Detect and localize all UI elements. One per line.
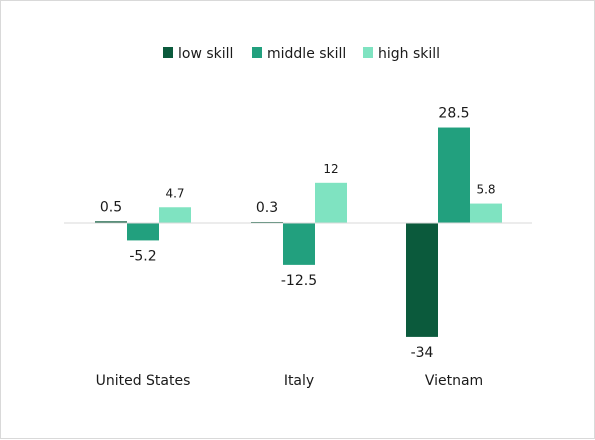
legend-swatch-middle-skill bbox=[252, 47, 262, 58]
bar bbox=[470, 203, 502, 223]
legend-label: low skill bbox=[178, 46, 233, 62]
data-label: -34 bbox=[411, 345, 434, 361]
legend-label: high skill bbox=[378, 46, 440, 62]
data-label: 5.8 bbox=[476, 183, 495, 197]
data-label: 0.3 bbox=[256, 200, 278, 216]
data-label: 28.5 bbox=[438, 106, 469, 122]
category-label: United States bbox=[96, 373, 191, 389]
bar bbox=[159, 207, 191, 223]
bar bbox=[283, 223, 315, 265]
bar bbox=[95, 221, 127, 223]
category-label: Italy bbox=[284, 373, 314, 389]
legend-swatch-high-skill bbox=[363, 47, 373, 58]
data-label: -5.2 bbox=[129, 248, 156, 264]
data-label: 0.5 bbox=[100, 199, 122, 215]
data-label: -12.5 bbox=[281, 273, 317, 289]
bar bbox=[406, 223, 438, 337]
legend-label: middle skill bbox=[267, 46, 346, 62]
bar bbox=[315, 182, 347, 223]
legend-swatch-low-skill bbox=[163, 47, 173, 58]
bar bbox=[127, 223, 159, 241]
data-label: 12 bbox=[323, 162, 338, 176]
category-label: Vietnam bbox=[425, 373, 483, 389]
bar bbox=[438, 127, 470, 223]
data-label: 4.7 bbox=[165, 186, 184, 200]
